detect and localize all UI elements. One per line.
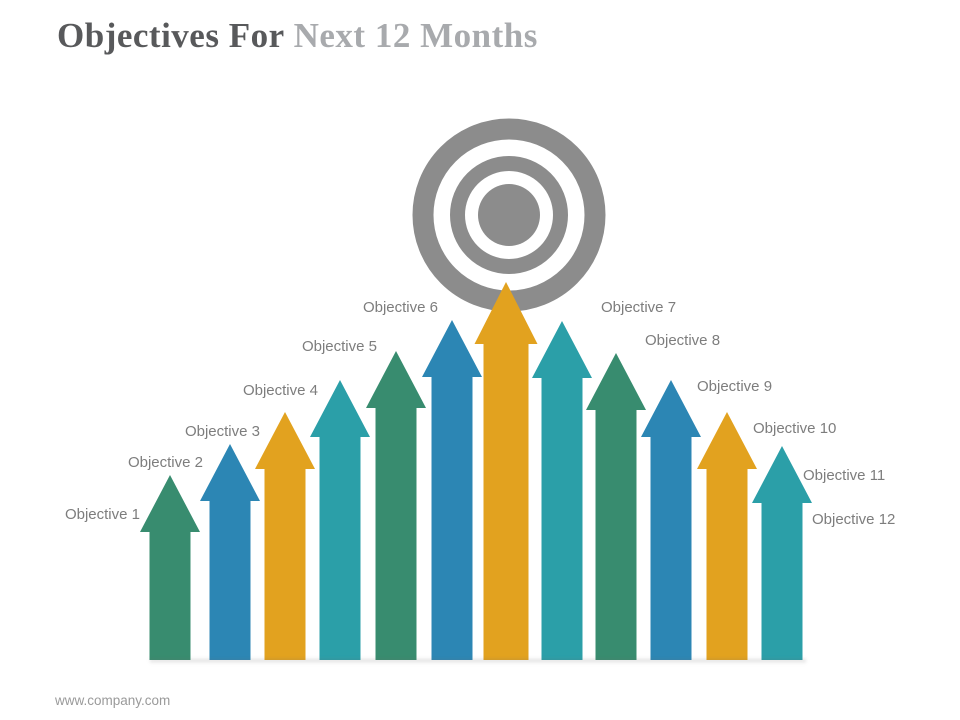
objective-arrow-2 xyxy=(200,444,260,660)
objective-label-5: Objective 5 xyxy=(301,338,377,355)
objective-arrow-12 xyxy=(752,446,812,660)
page-title: Objectives For Next 12 Months xyxy=(57,16,538,56)
objective-arrow-3 xyxy=(255,412,315,660)
footer-url: www.company.com xyxy=(55,693,171,708)
objective-label-8: Objective 8 xyxy=(645,332,721,349)
objective-arrow-11 xyxy=(697,412,757,660)
objective-label-12: Objective 12 xyxy=(812,511,896,528)
objective-label-6: Objective 6 xyxy=(362,299,438,316)
objective-label-1: Objective 1 xyxy=(64,506,140,523)
objective-arrow-5 xyxy=(366,351,426,660)
title-primary: Objectives For xyxy=(57,16,285,55)
objective-arrow-7 xyxy=(474,282,538,660)
target-ring xyxy=(450,156,568,274)
objective-label-7: Objective 7 xyxy=(601,299,677,316)
objective-arrow-4 xyxy=(310,380,370,660)
objective-label-11: Objective 11 xyxy=(803,467,886,484)
target-icon xyxy=(412,118,606,312)
objective-label-9: Objective 9 xyxy=(697,378,773,395)
objective-label-2: Objective 2 xyxy=(127,454,203,471)
objective-arrow-9 xyxy=(586,353,646,660)
objective-arrow-8 xyxy=(532,321,592,660)
objective-arrow-10 xyxy=(641,380,701,660)
objective-arrow-1 xyxy=(140,475,200,660)
objective-arrow-6 xyxy=(422,320,482,660)
objective-label-10: Objective 10 xyxy=(753,420,837,437)
arrow-base-shadow xyxy=(150,659,806,664)
target-ring xyxy=(478,184,540,246)
title-secondary: Next 12 Months xyxy=(293,16,538,55)
objective-label-4: Objective 4 xyxy=(242,382,318,399)
objective-label-3: Objective 3 xyxy=(184,423,260,440)
